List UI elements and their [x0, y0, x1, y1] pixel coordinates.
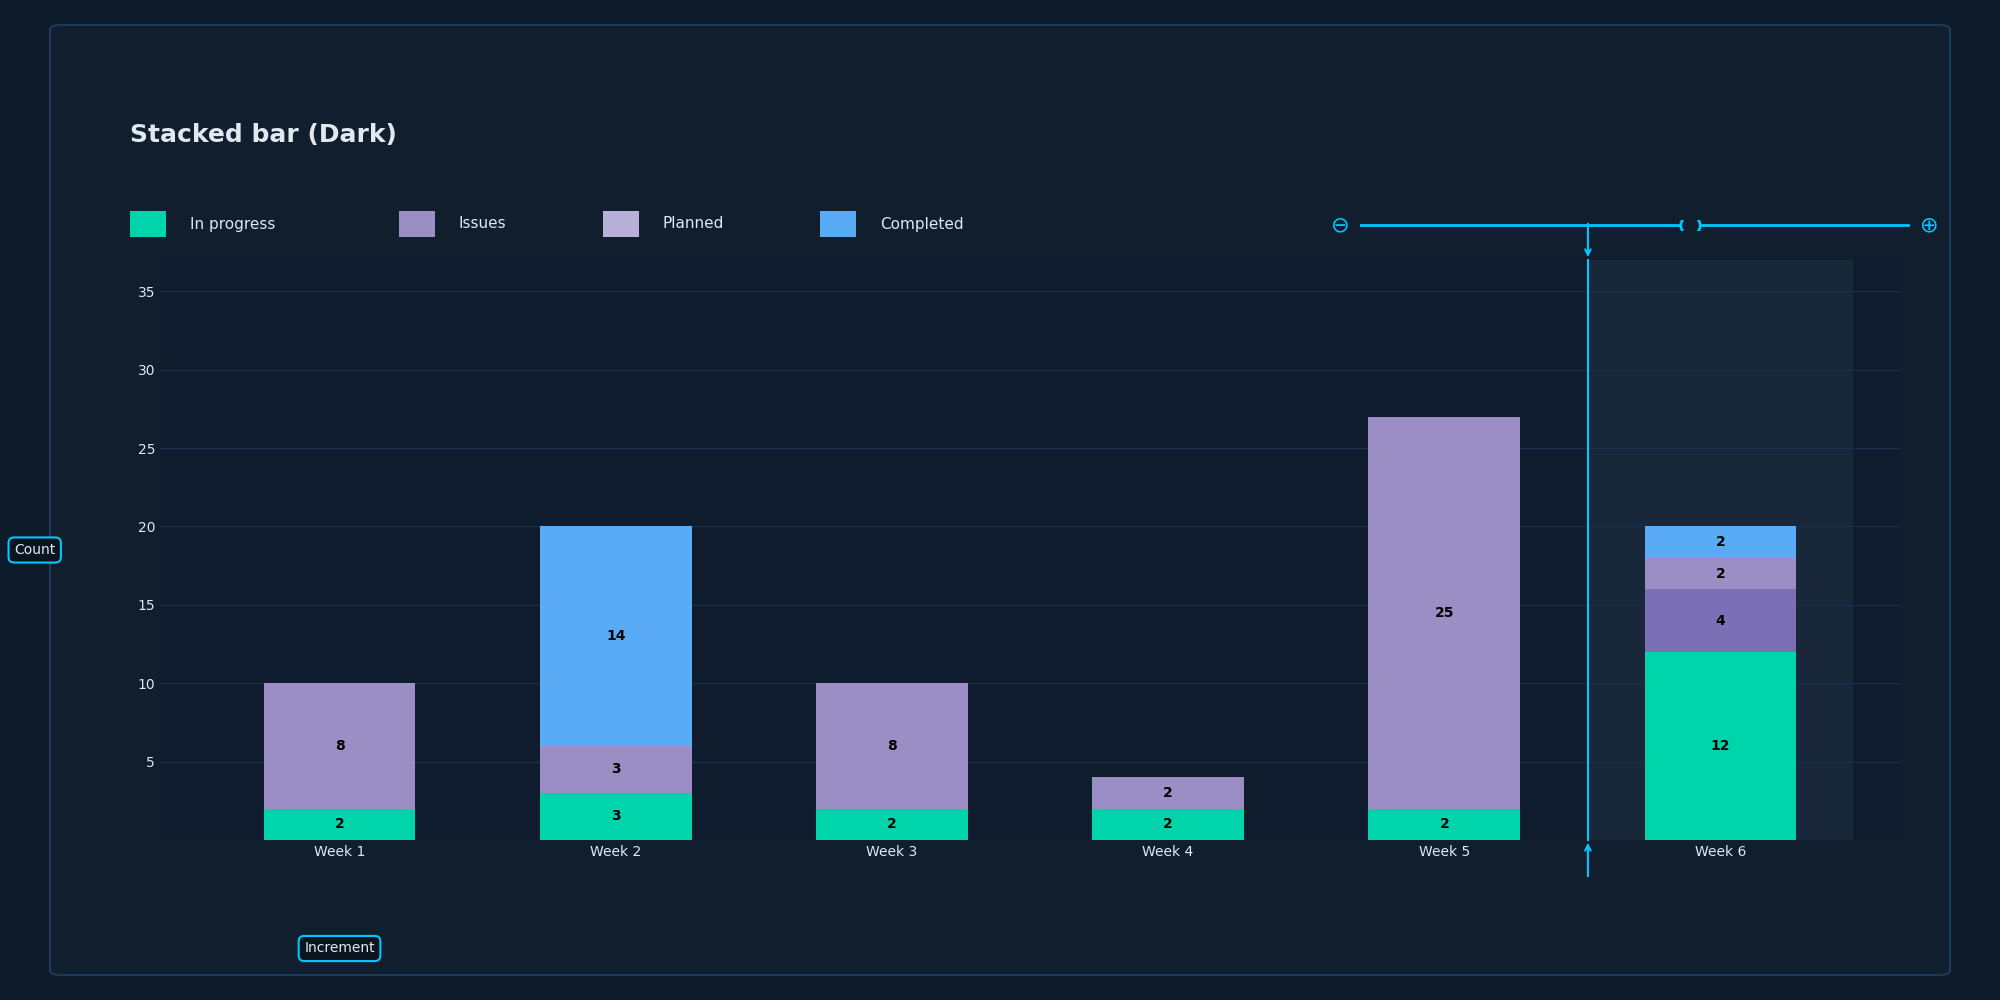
Bar: [816, 809, 968, 840]
Bar: [540, 746, 692, 793]
Bar: [1368, 809, 1520, 840]
Text: Issues: Issues: [460, 217, 506, 232]
Text: 2: 2: [888, 817, 896, 831]
Text: 12: 12: [1710, 739, 1730, 753]
Text: Stacked bar (Dark): Stacked bar (Dark): [130, 123, 396, 147]
Bar: [1588, 260, 1854, 840]
Text: ⊖: ⊖: [1332, 215, 1350, 235]
Bar: [1368, 417, 1520, 809]
Bar: [264, 683, 416, 809]
Bar: [1644, 558, 1796, 589]
Text: ⊕: ⊕: [1920, 215, 1938, 235]
Text: 25: 25: [1434, 606, 1454, 620]
Bar: [1644, 652, 1796, 840]
Text: 8: 8: [334, 739, 344, 753]
Text: 2: 2: [1440, 817, 1450, 831]
Text: 8: 8: [888, 739, 896, 753]
Text: 2: 2: [334, 817, 344, 831]
Text: 3: 3: [610, 762, 620, 776]
Text: 2: 2: [1716, 567, 1726, 581]
Text: Increment: Increment: [304, 942, 374, 956]
Bar: [1644, 589, 1796, 652]
Bar: [540, 526, 692, 746]
Text: Completed: Completed: [880, 217, 964, 232]
Bar: [540, 793, 692, 840]
Bar: [1092, 777, 1244, 809]
Text: 4: 4: [1716, 614, 1726, 628]
Text: 2: 2: [1164, 786, 1172, 800]
Text: In progress: In progress: [190, 217, 276, 232]
Bar: [1644, 526, 1796, 558]
Bar: [264, 809, 416, 840]
Text: 2: 2: [1164, 817, 1172, 831]
Text: 3: 3: [610, 809, 620, 823]
Bar: [816, 683, 968, 809]
Bar: [1092, 809, 1244, 840]
Text: 2: 2: [1716, 535, 1726, 549]
Text: Count: Count: [14, 543, 56, 557]
Text: Planned: Planned: [664, 217, 724, 232]
Text: 14: 14: [606, 629, 626, 643]
